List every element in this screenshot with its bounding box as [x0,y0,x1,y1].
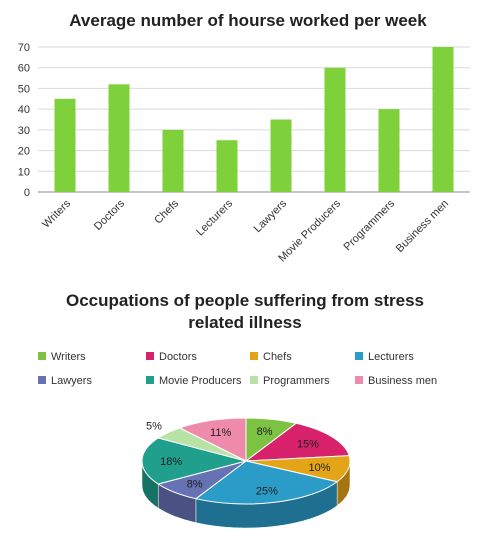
data-label-movie-producers: 18% [160,456,182,468]
bar-chart-bars [54,47,454,192]
x-tick-label: Chefs [152,197,181,226]
y-tick-label: 50 [18,83,30,95]
legend-swatch [250,352,258,360]
y-tick-label: 0 [24,187,30,199]
x-tick-label: Lecturers [194,197,235,238]
legend-item-lawyers: Lawyers [38,375,92,387]
bar-business-men [432,47,454,192]
data-label-lecturers: 25% [256,486,278,498]
legend-label: Lecturers [368,351,414,363]
data-label-chefs: 10% [309,462,331,474]
legend-item-writers: Writers [38,351,86,363]
x-tick-label: Writers [40,197,73,230]
legend-swatch [250,376,258,384]
data-label-lawyers: 8% [187,479,203,491]
bar-chart: Average number of hourse worked per week… [18,11,470,264]
y-tick-label: 70 [18,42,30,54]
legend-label: Lawyers [51,375,92,387]
bar-programmers [378,109,400,192]
x-tick-label: Doctors [92,197,128,233]
x-tick-label: Business men [394,198,451,255]
pie-chart-data-labels: 8% 15% 10% 25% 8% 18% 5% 11% [146,420,331,497]
legend-swatch [355,376,363,384]
legend-item-programmers: Programmers [250,375,330,387]
y-tick-label: 10 [18,166,30,178]
y-tick-label: 40 [18,104,30,116]
bar-lawyers [270,119,292,192]
slice-lecturers [194,460,339,505]
legend-swatch [146,376,154,384]
legend-swatch [38,352,46,360]
pie-chart-legend: Writers Doctors Chefs Lecturers Lawyers Movie… [38,351,437,387]
slice-movie-producers [141,437,248,485]
x-tick-label: Lawyers [252,197,290,235]
bar-chart-y-axis: 0 10 20 30 40 50 60 70 [18,42,30,199]
legend-item-chefs: Chefs [250,351,292,363]
data-label-doctors: 15% [297,439,319,451]
bar-chart-gridlines [38,46,470,172]
bar-lecturers [216,140,238,192]
y-tick-label: 60 [18,63,30,75]
legend-label: Writers [51,351,86,363]
legend-item-movie-producers: Movie Producers [146,375,242,387]
pie-chart-title-line-2: related illness [188,313,301,332]
slice-business-men [178,417,247,462]
bar-movie-producers [324,67,346,192]
legend-swatch [355,352,363,360]
data-label-business-men: 11% [210,427,231,439]
legend-label: Business men [368,375,437,387]
legend-item-lecturers: Lecturers [355,351,414,363]
data-label-writers: 8% [257,426,273,438]
slice-doctors [244,422,350,462]
pie-chart: Occupations of people suffering from str… [38,291,437,529]
pie-chart-title-line-1: Occupations of people suffering from str… [66,291,424,310]
legend-item-business-men: Business men [355,375,437,387]
legend-label: Doctors [159,351,197,363]
y-tick-label: 20 [18,146,30,158]
bar-chart-x-axis: Writers Doctors Chefs Lecturers LawyersMovie… [40,197,451,264]
legend-swatch [38,376,46,384]
y-tick-label: 30 [18,125,30,137]
bar-doctors [108,84,130,192]
bar-chart-title: Average number of hourse worked per week [69,11,427,30]
x-tick-label: Programmers [342,197,398,253]
data-label-programmers: 5% [146,420,162,432]
legend-label: Programmers [263,375,330,387]
legend-label: Chefs [263,351,292,363]
legend-item-doctors: Doctors [146,351,197,363]
legend-label: Movie Producers [159,375,242,387]
bar-writers [54,98,76,192]
pie-chart-slices [141,417,351,505]
legend-swatch [146,352,154,360]
bar-chefs [162,129,184,192]
